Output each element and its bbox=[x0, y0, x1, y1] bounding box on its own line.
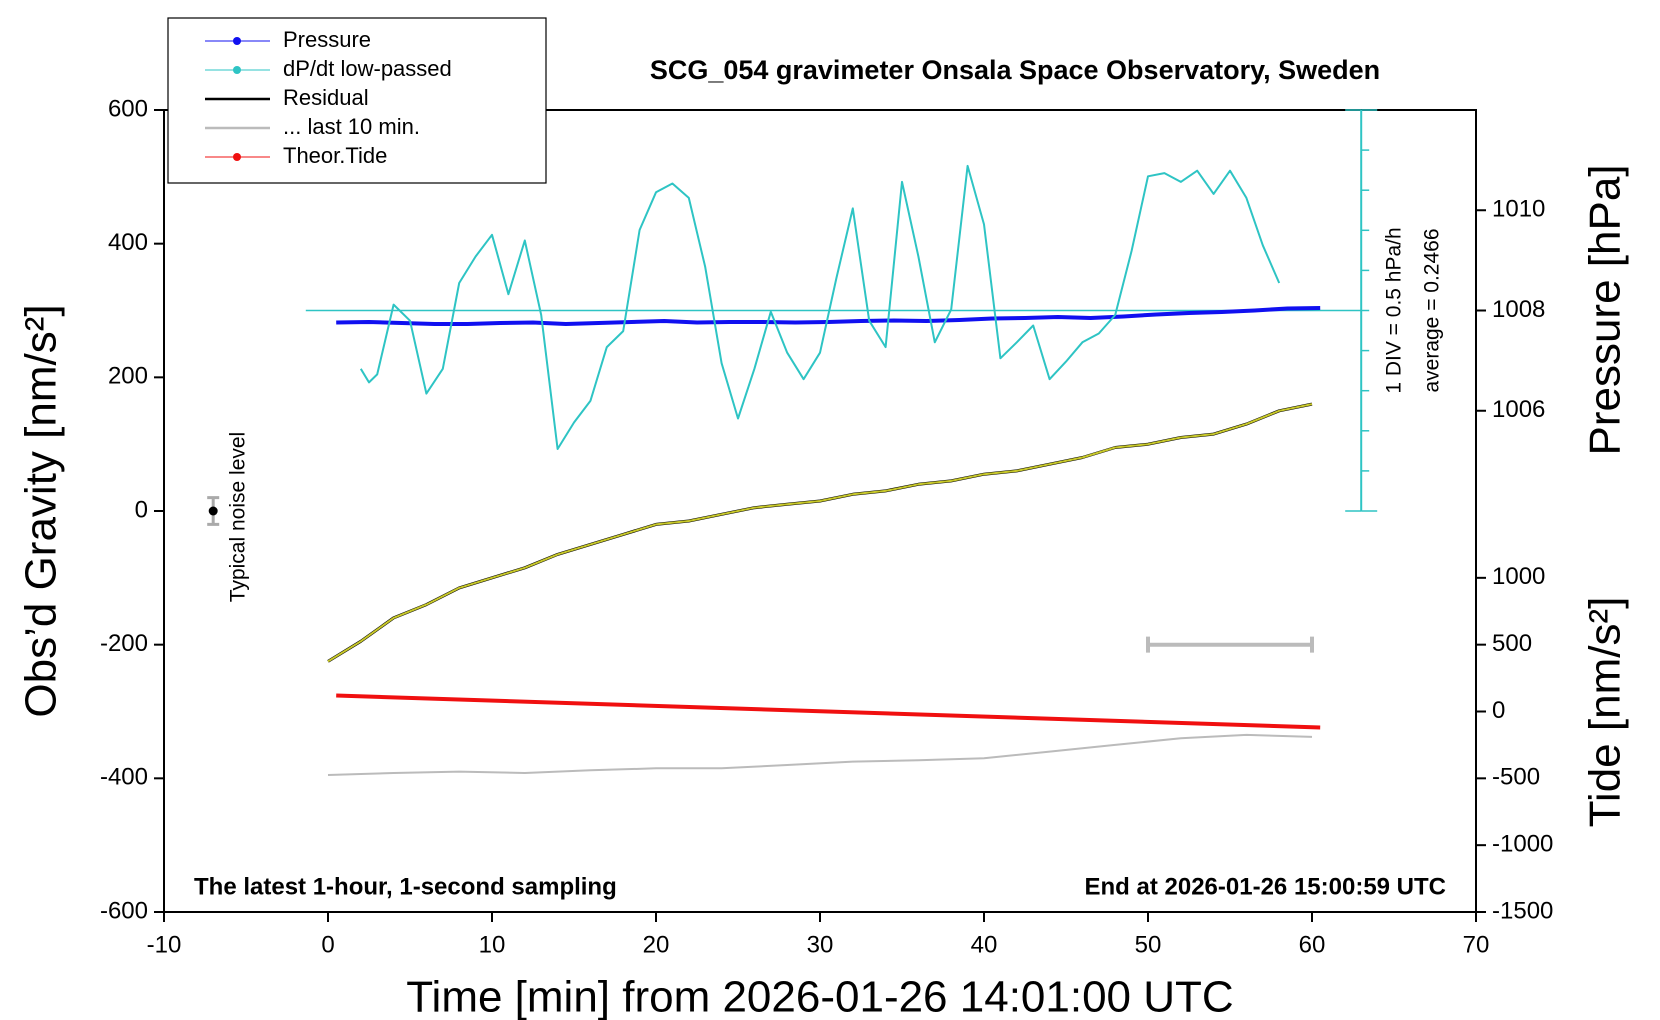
series-line bbox=[336, 693, 1321, 730]
y-tick-label: 200 bbox=[108, 363, 148, 390]
pressure-tick-label: 1010 bbox=[1492, 196, 1545, 223]
x-tick-label: 40 bbox=[971, 931, 998, 958]
legend-label: dP/dt low-passed bbox=[283, 56, 452, 81]
tide-tick-label: -500 bbox=[1492, 764, 1540, 791]
range-bar bbox=[1146, 636, 1314, 653]
x-tick-label: 20 bbox=[643, 931, 670, 958]
y-axis-label: Obs’d Gravity [nm/s²] bbox=[17, 304, 66, 717]
x-tick-label: 30 bbox=[807, 931, 834, 958]
chart-title: SCG_054 gravimeter Onsala Space Observat… bbox=[650, 55, 1380, 85]
dpdt-average-label: average = 0.2466 bbox=[1421, 228, 1444, 392]
y-tick-label: -400 bbox=[100, 764, 148, 791]
y-tick-label: 600 bbox=[108, 95, 148, 122]
tide-tick-label: 500 bbox=[1492, 630, 1532, 657]
pressure-tick-label: 1008 bbox=[1492, 296, 1545, 323]
dpdt-div-label: 1 DIV = 0.5 hPa/h bbox=[1383, 227, 1406, 393]
tide-axis-label: Tide [nm/s²] bbox=[1581, 597, 1630, 828]
note-left: The latest 1-hour, 1-second sampling bbox=[194, 873, 617, 900]
tide-tick-label: -1500 bbox=[1492, 897, 1553, 924]
pressure-axis-label: Pressure [hPa] bbox=[1581, 164, 1630, 455]
y-tick-label: 0 bbox=[135, 496, 148, 523]
tide-tick-label: 1000 bbox=[1492, 563, 1545, 590]
legend-label: Theor.Tide bbox=[283, 143, 387, 168]
y-tick-label: 400 bbox=[108, 229, 148, 256]
legend-marker bbox=[233, 66, 241, 74]
series-overlay bbox=[327, 403, 1313, 663]
legend-marker bbox=[233, 153, 241, 161]
x-tick-label: 60 bbox=[1299, 931, 1326, 958]
legend-label: ... last 10 min. bbox=[283, 114, 420, 139]
tide-tick-label: -1000 bbox=[1492, 831, 1553, 858]
legend-label: Pressure bbox=[283, 27, 371, 52]
tide-tick-label: 0 bbox=[1492, 697, 1505, 724]
legend-box bbox=[167, 17, 547, 184]
x-tick-label: -10 bbox=[147, 931, 182, 958]
series-line bbox=[359, 164, 1281, 450]
noise-point bbox=[208, 506, 218, 516]
legend: Pressure dP/dt low-passed Residual ... last… bbox=[167, 17, 547, 184]
x-tick-label: 0 bbox=[321, 931, 334, 958]
pressure-tick-label: 1006 bbox=[1492, 396, 1545, 423]
x-tick-label: 50 bbox=[1135, 931, 1162, 958]
y-tick-label: -200 bbox=[100, 630, 148, 657]
y-tick-label: -600 bbox=[100, 897, 148, 924]
noise-label: Typical noise level bbox=[227, 432, 250, 602]
series-line bbox=[336, 306, 1321, 326]
x-axis-label: Time [min] from 2026-01-26 14:01:00 UTC bbox=[406, 973, 1233, 1020]
legend-marker bbox=[233, 37, 241, 45]
legend-label: Residual bbox=[283, 85, 369, 110]
x-tick-label: 70 bbox=[1463, 931, 1490, 958]
series-line bbox=[327, 733, 1313, 776]
x-tick-label: 10 bbox=[479, 931, 506, 958]
note-right: End at 2026-01-26 15:00:59 UTC bbox=[1085, 873, 1447, 900]
